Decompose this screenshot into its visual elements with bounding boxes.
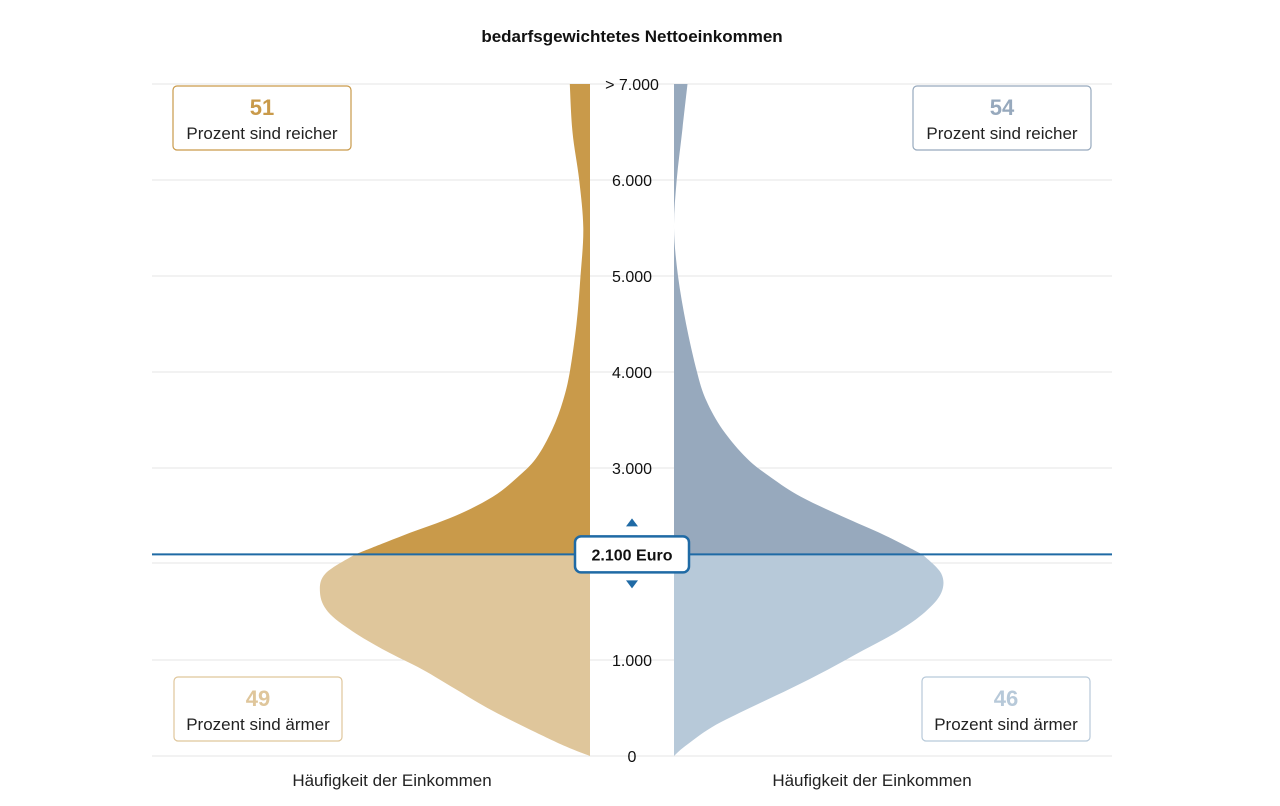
left-above-box xyxy=(172,85,352,151)
right-below-box xyxy=(921,676,1091,742)
left-below-box xyxy=(173,676,343,742)
right-violin-below xyxy=(674,554,944,756)
y-tick-label: 1.000 xyxy=(612,653,652,670)
y-tick-label: 3.000 xyxy=(612,461,652,478)
right-above-text: Prozent sind reicher xyxy=(926,124,1078,143)
y-tick-label: > 7.000 xyxy=(605,77,659,94)
left-above-percent: 51 xyxy=(250,95,274,120)
right-below-text: Prozent sind ärmer xyxy=(934,715,1078,734)
left-below-text: Prozent sind ärmer xyxy=(186,715,330,734)
left-violin-below xyxy=(319,554,590,756)
income-marker[interactable]: 2.100 Euro xyxy=(152,518,1112,589)
y-tick-label: 0 xyxy=(628,749,637,766)
y-tick-label: 4.000 xyxy=(612,365,652,382)
marker-down-arrow-icon[interactable] xyxy=(626,580,638,589)
right-below-percent: 46 xyxy=(994,686,1018,711)
marker-label-box[interactable] xyxy=(573,535,691,574)
right-violin-above xyxy=(673,84,923,555)
y-axis-ticks: 0 1.000 3.000 4.000 5.000 6.000 > 7.000 xyxy=(605,77,659,766)
right-above-box xyxy=(912,85,1092,151)
marker-up-arrow-icon[interactable] xyxy=(626,518,638,527)
y-tick-label: 5.000 xyxy=(612,269,652,286)
left-violin-above xyxy=(355,84,590,555)
percent-boxes: 51 Prozent sind reicher 49 Prozent sind ärm… xyxy=(172,85,1092,742)
chart-title: bedarfsgewichtetes Nettoeinkommen xyxy=(481,27,782,46)
left-above-text: Prozent sind reicher xyxy=(186,124,338,143)
right-x-axis-label: Häufigkeit der Einkommen xyxy=(772,771,971,790)
marker-label: 2.100 Euro xyxy=(592,547,673,564)
left-x-axis-label: Häufigkeit der Einkommen xyxy=(292,771,491,790)
x-axis-labels: Häufigkeit der Einkommen Häufigkeit der E… xyxy=(292,771,971,790)
left-below-percent: 49 xyxy=(246,686,270,711)
y-tick-label: 6.000 xyxy=(612,173,652,190)
gridlines xyxy=(152,83,1112,757)
violins xyxy=(319,84,944,756)
right-above-percent: 54 xyxy=(990,95,1015,120)
